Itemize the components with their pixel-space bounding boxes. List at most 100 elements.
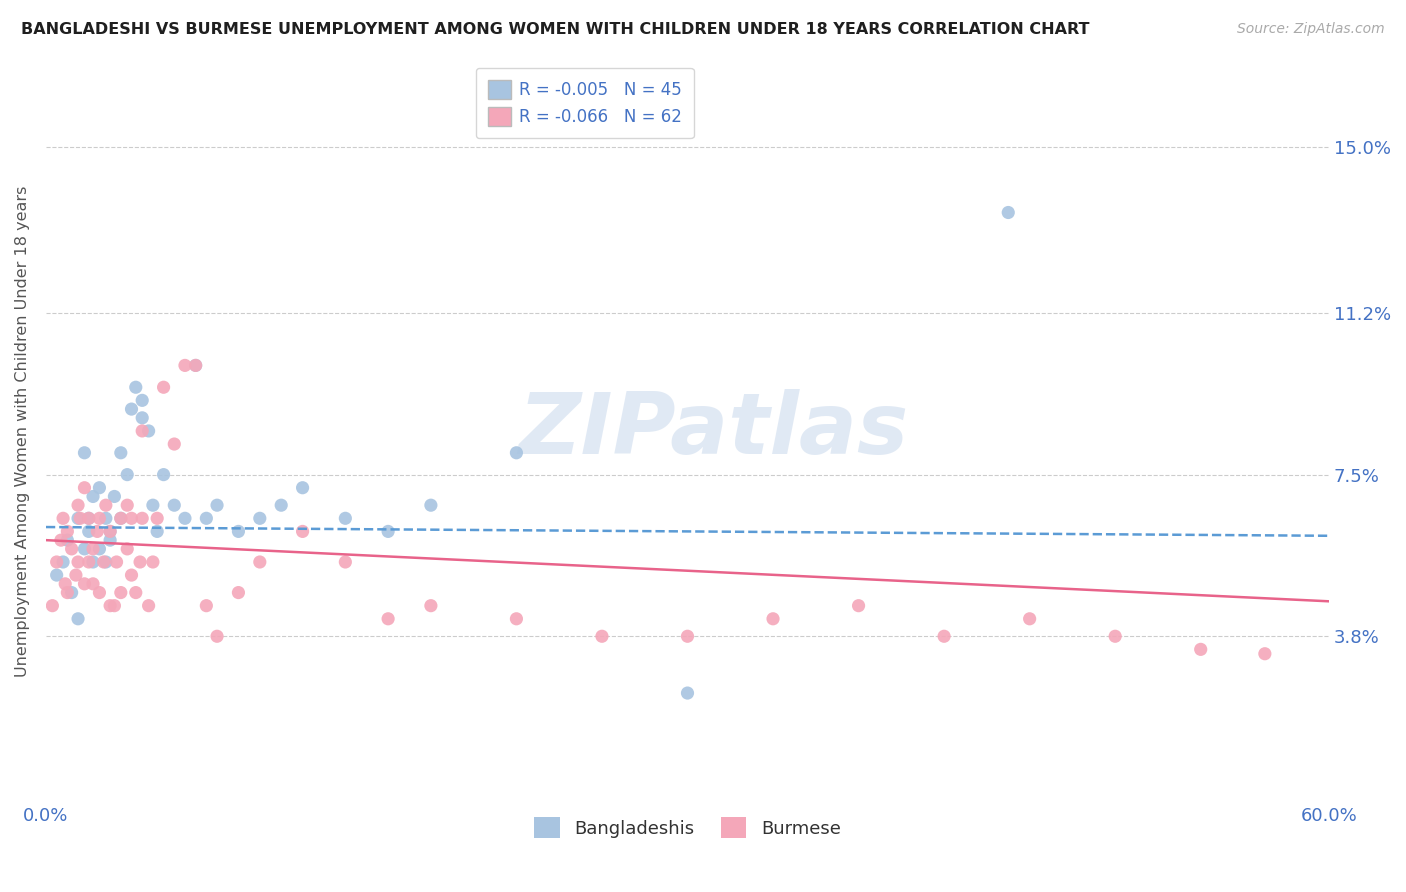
Point — [98, 599, 121, 613]
Point — [205, 498, 228, 512]
Point — [174, 359, 197, 373]
Point — [56, 585, 79, 599]
Point — [270, 498, 292, 512]
Point — [138, 599, 160, 613]
Point — [73, 541, 96, 556]
Point — [56, 533, 79, 548]
Point — [93, 555, 115, 569]
Point — [52, 511, 75, 525]
Point — [125, 380, 148, 394]
Point — [142, 498, 165, 512]
Point — [53, 577, 76, 591]
Text: Source: ZipAtlas.com: Source: ZipAtlas.com — [1237, 22, 1385, 37]
Point — [146, 524, 169, 539]
Point — [110, 511, 132, 525]
Point — [228, 585, 250, 599]
Point — [49, 533, 72, 548]
Point — [67, 511, 90, 525]
Point — [377, 612, 399, 626]
Point — [45, 568, 67, 582]
Point — [184, 359, 207, 373]
Legend: Bangladeshis, Burmese: Bangladeshis, Burmese — [527, 810, 848, 846]
Point — [89, 481, 111, 495]
Point — [195, 599, 218, 613]
Point — [419, 498, 441, 512]
Point — [56, 524, 79, 539]
Point — [174, 511, 197, 525]
Point — [105, 555, 128, 569]
Point — [103, 599, 125, 613]
Point — [77, 511, 100, 525]
Point — [82, 555, 104, 569]
Point — [41, 599, 63, 613]
Point — [67, 612, 90, 626]
Point — [335, 555, 357, 569]
Point — [131, 424, 153, 438]
Point — [131, 410, 153, 425]
Point — [129, 555, 152, 569]
Point — [60, 585, 83, 599]
Point — [676, 686, 699, 700]
Point — [89, 511, 111, 525]
Point — [115, 498, 138, 512]
Point — [82, 541, 104, 556]
Point — [103, 490, 125, 504]
Point — [676, 629, 699, 643]
Point — [1189, 642, 1212, 657]
Point — [249, 511, 271, 525]
Point — [505, 612, 527, 626]
Point — [932, 629, 955, 643]
Text: BANGLADESHI VS BURMESE UNEMPLOYMENT AMONG WOMEN WITH CHILDREN UNDER 18 YEARS COR: BANGLADESHI VS BURMESE UNEMPLOYMENT AMON… — [21, 22, 1090, 37]
Point — [110, 585, 132, 599]
Point — [94, 498, 117, 512]
Point — [89, 541, 111, 556]
Point — [184, 359, 207, 373]
Point — [94, 511, 117, 525]
Point — [146, 511, 169, 525]
Point — [125, 585, 148, 599]
Point — [77, 555, 100, 569]
Point — [98, 524, 121, 539]
Point — [65, 568, 87, 582]
Point — [142, 555, 165, 569]
Point — [291, 524, 314, 539]
Point — [73, 481, 96, 495]
Point — [138, 424, 160, 438]
Point — [228, 524, 250, 539]
Point — [377, 524, 399, 539]
Point — [591, 629, 613, 643]
Y-axis label: Unemployment Among Women with Children Under 18 years: Unemployment Among Women with Children U… — [15, 186, 30, 677]
Point — [848, 599, 870, 613]
Point — [121, 402, 143, 417]
Point — [110, 446, 132, 460]
Point — [110, 511, 132, 525]
Point — [762, 612, 785, 626]
Point — [335, 511, 357, 525]
Point — [67, 498, 90, 512]
Point — [98, 533, 121, 548]
Point — [82, 577, 104, 591]
Point — [77, 524, 100, 539]
Point — [73, 577, 96, 591]
Point — [77, 511, 100, 525]
Point — [60, 541, 83, 556]
Point — [152, 467, 174, 482]
Point — [1104, 629, 1126, 643]
Point — [131, 511, 153, 525]
Point — [419, 599, 441, 613]
Point — [94, 555, 117, 569]
Point — [163, 498, 186, 512]
Text: ZIPatlas: ZIPatlas — [517, 390, 908, 473]
Point — [82, 490, 104, 504]
Point — [115, 541, 138, 556]
Point — [89, 585, 111, 599]
Point — [98, 524, 121, 539]
Point — [505, 446, 527, 460]
Point — [121, 511, 143, 525]
Point — [121, 568, 143, 582]
Point — [69, 511, 91, 525]
Point — [163, 437, 186, 451]
Point — [45, 555, 67, 569]
Point — [997, 205, 1019, 219]
Point — [1254, 647, 1277, 661]
